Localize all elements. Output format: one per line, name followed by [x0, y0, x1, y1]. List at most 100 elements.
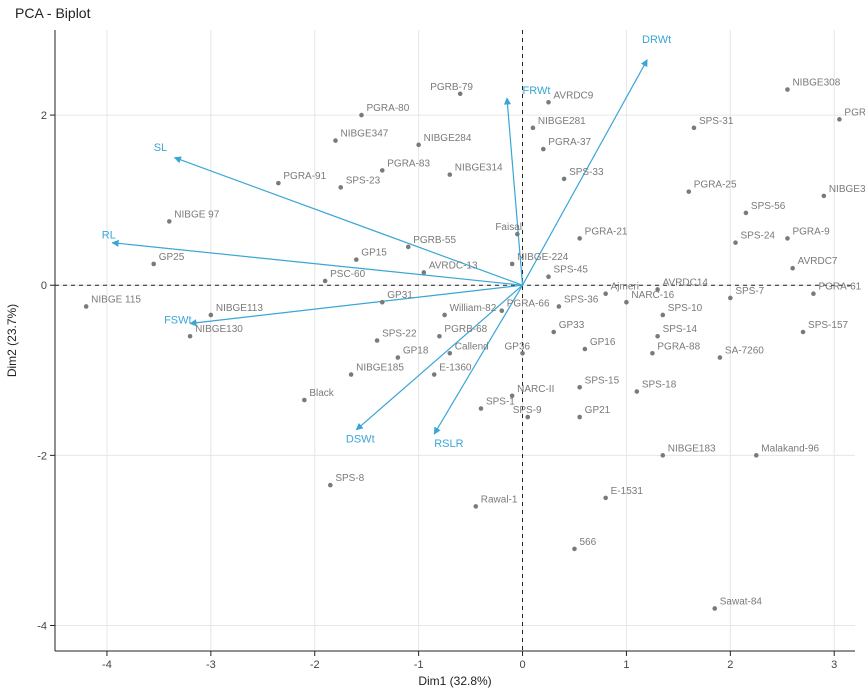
score-point-label: PGRA-9: [792, 226, 830, 237]
loading-vector-label: DRWt: [642, 34, 671, 46]
score-point: [624, 300, 629, 305]
score-point-label: PSC-60: [330, 269, 365, 280]
chart-title: PCA - Biplot: [15, 5, 91, 21]
score-point: [406, 245, 411, 250]
score-point: [577, 415, 582, 420]
x-tick-label: -2: [310, 659, 320, 671]
loading-vector-label: DSWt: [346, 434, 375, 446]
score-point-label: SPS-45: [554, 265, 589, 276]
score-point: [349, 372, 354, 377]
loading-vector-label: SL: [154, 142, 167, 154]
score-point: [375, 338, 380, 343]
score-point: [577, 236, 582, 241]
loading-vector-label: FSWt: [164, 314, 192, 326]
score-point-label: PGRA-21: [585, 226, 628, 237]
score-point: [712, 606, 717, 611]
score-point: [801, 330, 806, 335]
score-point: [686, 189, 691, 194]
score-point-label: GP25: [159, 252, 185, 263]
score-point: [380, 300, 385, 305]
score-point-label: SPS-14: [663, 324, 698, 335]
pca-biplot-chart: PCA - Biplot-4-3-2-10123-4-202Dim1 (32.8…: [0, 0, 865, 691]
score-point-label: AVRDC9: [554, 90, 594, 101]
score-point-label: GP31: [387, 290, 413, 301]
score-point-label: AVRDC14: [663, 277, 709, 288]
score-point-label: Black: [309, 388, 334, 399]
score-point-label: PGRB-79: [430, 82, 473, 93]
x-tick-label: 0: [519, 659, 525, 671]
score-point: [354, 257, 359, 262]
score-point: [811, 291, 816, 296]
score-point-label: PGRA-61: [818, 282, 861, 293]
score-point-label: GP36: [505, 341, 531, 352]
score-point-label: SPS-1: [486, 397, 515, 408]
score-point-label: SPS-22: [382, 329, 417, 340]
score-point-label: E-1531: [611, 486, 644, 497]
score-point: [655, 334, 660, 339]
score-point-label: SPS-8: [335, 473, 364, 484]
score-point-label: PGRA-37: [548, 137, 591, 148]
x-tick-label: 1: [623, 659, 629, 671]
score-point-label: NIBGE 115: [91, 294, 141, 305]
score-point: [660, 313, 665, 318]
score-point-label: PGRA-83: [387, 158, 430, 169]
score-point-label: NIBGE113: [216, 303, 263, 314]
score-point-label: SPS-9: [513, 405, 542, 416]
y-tick-label: -2: [37, 450, 47, 462]
score-point-label: NIBGE335: [829, 184, 865, 195]
score-point-label: AVRDC7: [798, 256, 838, 267]
score-point: [785, 236, 790, 241]
score-point: [837, 117, 842, 122]
score-point-label: Rawal-1: [481, 494, 518, 505]
score-point: [276, 181, 281, 186]
y-tick-label: 0: [41, 280, 47, 292]
score-point-label: E-1360: [439, 363, 472, 374]
x-tick-label: -1: [414, 659, 424, 671]
score-point-label: GP18: [403, 346, 429, 357]
y-tick-label: 2: [41, 110, 47, 122]
score-point-label: 566: [579, 537, 596, 548]
score-point: [473, 504, 478, 509]
score-point-label: NIBGE185: [356, 363, 404, 374]
loading-vector-label: RL: [102, 229, 116, 241]
score-point-label: NIBGE-224: [517, 252, 569, 263]
score-point-label: AVRDC-13: [429, 260, 478, 271]
score-point-label: NARC-II: [517, 384, 554, 395]
score-point: [448, 351, 453, 356]
score-point: [692, 126, 697, 131]
score-point-label: SPS-10: [668, 303, 703, 314]
score-point-label: SPS-36: [564, 294, 599, 305]
score-point-label: SA-7260: [725, 346, 764, 357]
x-tick-label: 2: [727, 659, 733, 671]
score-point-label: NIBGE 97: [174, 209, 219, 220]
score-point-label: Malakand-96: [761, 443, 819, 454]
score-point: [754, 453, 759, 458]
score-point-label: GP16: [590, 337, 616, 348]
score-point: [209, 313, 214, 318]
score-point: [432, 372, 437, 377]
score-point-label: SPS-33: [569, 167, 604, 178]
score-point-label: GP33: [559, 320, 585, 331]
score-point: [328, 483, 333, 488]
score-point-label: SPS-56: [751, 201, 786, 212]
score-point-label: PGRA-25: [694, 180, 737, 191]
score-point-label: NIBGE308: [792, 78, 840, 89]
score-point: [531, 126, 536, 131]
score-point: [510, 393, 515, 398]
score-point-label: SPS-18: [642, 380, 677, 391]
score-point-label: PGRA-66: [507, 299, 550, 310]
score-point: [422, 270, 427, 275]
score-point-label: SPS-31: [699, 116, 734, 127]
x-tick-label: 3: [831, 659, 837, 671]
score-point: [442, 313, 447, 318]
score-point: [551, 330, 556, 335]
score-point-label: NIBGE284: [424, 133, 472, 144]
score-point: [323, 279, 328, 284]
score-point-label: NIBGE347: [341, 129, 389, 140]
x-axis-label: Dim1 (32.8%): [418, 674, 491, 688]
score-point: [660, 453, 665, 458]
score-point: [718, 355, 723, 360]
score-point-label: GP15: [361, 248, 387, 259]
score-point-label: GP21: [585, 405, 611, 416]
score-point: [822, 194, 827, 199]
